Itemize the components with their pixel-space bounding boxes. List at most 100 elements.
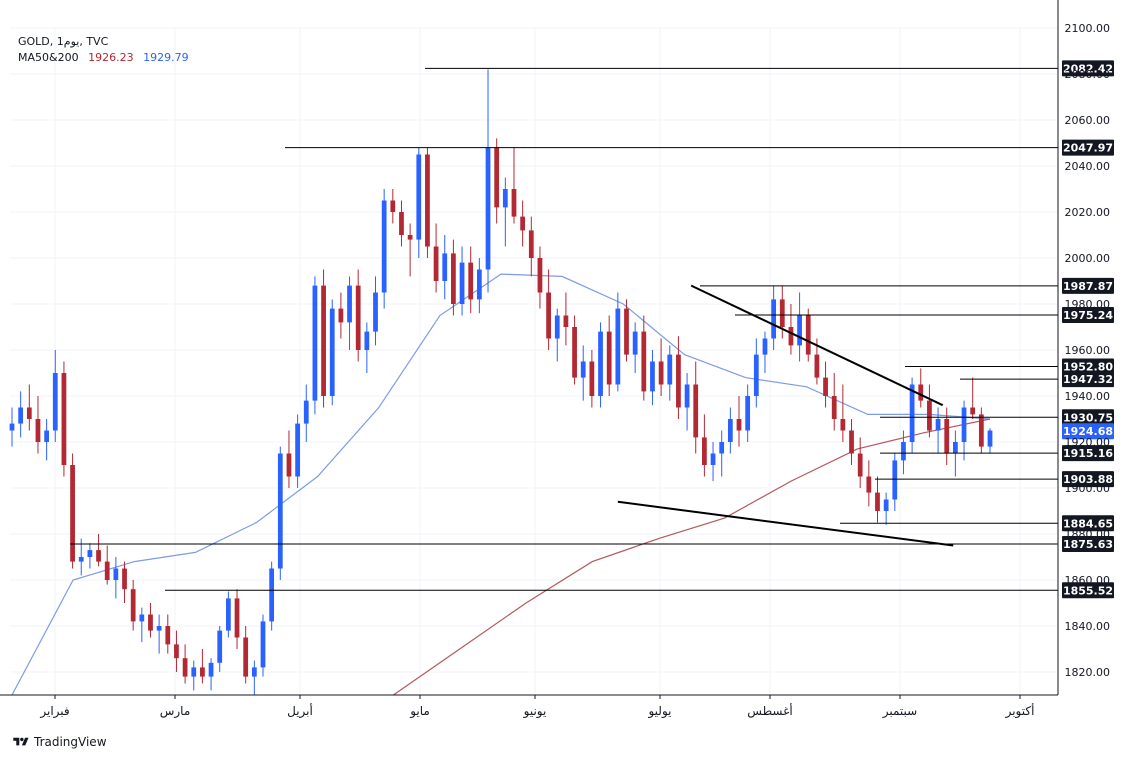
candle-body: [18, 407, 24, 424]
price-level-label: 1903.88: [1063, 473, 1113, 486]
y-tick-label: 1960.00: [1065, 344, 1111, 357]
candle-body: [459, 262, 465, 304]
y-tick-label: 1820.00: [1065, 666, 1111, 679]
y-tick-label: 2080.00: [1065, 68, 1111, 81]
candle-body: [347, 285, 352, 323]
ma200-value: 1929.79: [143, 51, 189, 64]
price-level-label: 1947.32: [1063, 373, 1113, 386]
candle-body: [892, 460, 898, 500]
candle-body: [554, 315, 560, 339]
candle-body: [650, 361, 655, 392]
candle-body: [970, 407, 976, 415]
candle-body: [243, 637, 249, 677]
candle-body: [537, 258, 543, 293]
candle-body: [399, 212, 404, 235]
candle-body: [736, 419, 742, 431]
candle-body: [615, 308, 621, 385]
x-tick-label: سبتمبر: [882, 704, 917, 719]
candle-body: [416, 154, 422, 240]
candle-body: [953, 442, 958, 454]
candle-body: [875, 492, 880, 511]
candle-body: [52, 373, 58, 431]
trendline-falling-resistance: [690, 284, 944, 407]
candle-body: [831, 396, 837, 419]
candle-body: [684, 384, 690, 408]
candle-body: [849, 430, 854, 454]
candle-body: [104, 561, 110, 580]
x-tick-label: مارس: [160, 704, 191, 719]
candle-body: [987, 430, 993, 447]
brand-label: TradingView: [34, 735, 107, 749]
candle-body: [476, 269, 482, 300]
price-level-label: 1855.52: [1063, 584, 1113, 597]
candle-body: [563, 315, 569, 327]
price-level-badge: [1062, 371, 1114, 388]
candle-body: [225, 598, 231, 631]
candle-body: [676, 354, 681, 408]
price-chart[interactable]: 2082.42 2047.97 1987.87 1975.24 1952.801947.…: [0, 0, 1130, 730]
y-tick-label: 2020.00: [1065, 206, 1111, 219]
ma50-value: 1926.23: [88, 51, 134, 64]
candle-body: [771, 299, 777, 339]
candle-body: [901, 442, 906, 461]
horizontal-levels: 2082.42 2047.97 1987.87 1975.24 1952.801947.…: [70, 60, 1114, 599]
candle-body: [295, 423, 300, 477]
y-tick-label: 2040.00: [1065, 160, 1111, 173]
candle-body: [425, 154, 430, 247]
price-level-badge: [1062, 445, 1114, 462]
candle-body: [485, 147, 491, 270]
candle-body: [260, 621, 266, 668]
candle-body: [277, 453, 283, 569]
price-level-badge: [1062, 277, 1114, 294]
tradingview-brand[interactable]: TradingView: [12, 733, 107, 751]
candle-body: [719, 442, 725, 454]
x-tick-label: أغسطس: [747, 703, 792, 719]
candle-body: [407, 235, 413, 240]
candle-body: [44, 430, 49, 442]
candle-body: [589, 361, 595, 396]
candles: [9, 69, 993, 695]
candle-body: [130, 589, 136, 622]
candle-body: [814, 354, 820, 378]
candle-body: [26, 407, 32, 419]
candle-body: [165, 626, 171, 645]
ma-line-ma200: [393, 418, 991, 696]
candle-body: [580, 361, 586, 378]
candle-body: [139, 614, 145, 622]
candle-body: [191, 667, 197, 677]
y-tick-label: 1980.00: [1065, 298, 1111, 311]
candle-body: [329, 308, 335, 396]
candle-body: [9, 423, 15, 431]
candle-body: [883, 499, 889, 511]
candle-body: [702, 437, 707, 465]
candle-body: [624, 308, 629, 355]
candle-body: [788, 327, 794, 346]
chart-legend: GOLD, 1يوم, TVC MA50&200 1926.23 1929.79: [18, 34, 189, 66]
price-level-label: 1915.16: [1063, 447, 1113, 460]
candle-body: [978, 414, 984, 447]
candle-body: [174, 644, 179, 659]
price-level-label: 1884.65: [1063, 517, 1113, 530]
candle-body: [303, 400, 309, 424]
price-level-badge: [1062, 358, 1114, 375]
price-level-label: 2047.97: [1063, 142, 1113, 155]
candle-body: [182, 658, 188, 677]
candle-body: [451, 253, 456, 304]
candle-body: [632, 331, 638, 355]
candle-body: [390, 200, 396, 212]
candle-body: [442, 253, 448, 281]
ma-legend: MA50&200 1926.23 1929.79: [18, 50, 189, 66]
y-tick-label: 2000.00: [1065, 252, 1111, 265]
candle-body: [866, 476, 872, 493]
trendlines: [617, 284, 954, 547]
price-level-label: 1975.24: [1063, 309, 1113, 322]
candle-body: [606, 331, 612, 385]
candle-body: [208, 662, 214, 677]
candle-body: [286, 453, 292, 477]
price-level-label: 1930.75: [1063, 411, 1113, 424]
candle-body: [78, 557, 84, 562]
x-tick-label: أكتوبر: [1005, 703, 1035, 719]
candle-body: [762, 338, 768, 355]
candle-body: [745, 396, 751, 431]
